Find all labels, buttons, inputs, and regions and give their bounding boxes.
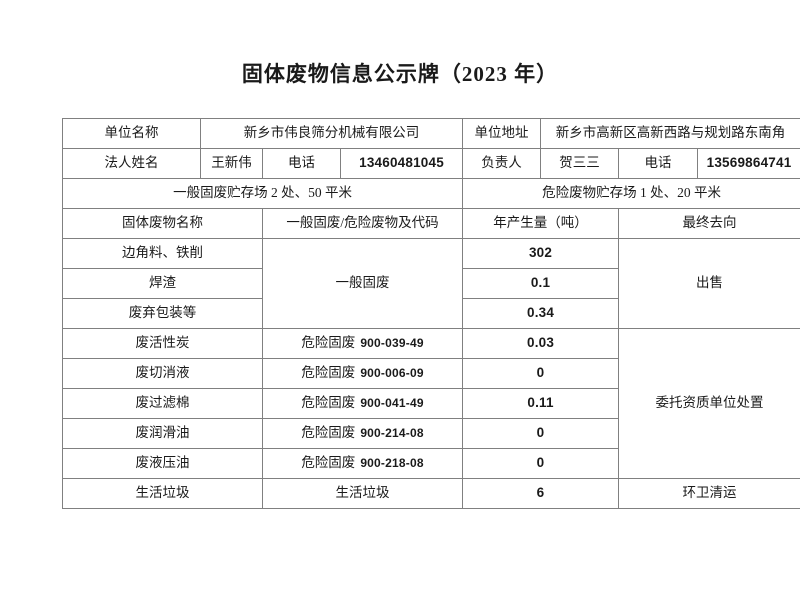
category-label: 危险固废 [301,335,356,351]
cell-category-code: 危险固废 900-218-08 [261,448,464,479]
value-legal-person: 王新伟 [200,148,263,179]
cell-destination-sale: 出售 [618,238,800,329]
cell-amount: 6 [462,478,620,509]
header-category-code: 一般固废/危险废物及代码 [261,208,464,239]
cell-amount: 0.1 [462,268,620,299]
hazard-code: 900-218-08 [360,456,424,471]
category-label: 危险固废 [301,455,356,471]
table-row: 废润滑油 危险固废 900-214-08 0 [62,418,800,449]
hazard-code: 900-041-49 [360,396,424,411]
cell-waste-name: 废过滤棉 [62,388,263,419]
value-phone-manager: 13569864741 [697,148,800,179]
table-row: 焊渣 0.1 [62,268,800,299]
header-annual-output: 年产生量（吨） [462,208,620,239]
value-phone-legal-person: 13460481045 [339,148,464,179]
value-hazardous-waste-storage: 危险废物贮存场 1 处、20 平米 [462,178,800,209]
value-manager: 贺三三 [540,148,620,179]
label-legal-person: 法人姓名 [62,148,201,179]
cell-amount: 302 [462,238,620,269]
table-row-contacts: 法人姓名 王新伟 电话 13460481045 负责人 贺三三 电话 13569… [62,148,800,179]
category-label: 危险固废 [301,365,356,381]
value-company-name: 新乡市伟良筛分机械有限公司 [199,118,464,149]
cell-category-general: 一般固废 [261,238,464,329]
value-company-address: 新乡市高新区高新西路与规划路东南角 [540,118,800,149]
cell-amount: 0.11 [462,388,620,419]
cell-destination-entrusted: 委托资质单位处置 [618,328,800,479]
cell-amount: 0 [462,418,620,449]
label-company-address: 单位地址 [462,118,542,149]
hazard-code: 900-214-08 [360,426,424,441]
cell-amount: 0 [462,448,620,479]
solid-waste-info-table: 单位名称 新乡市伟良筛分机械有限公司 单位地址 新乡市高新区高新西路与规划路东南… [61,118,800,509]
cell-waste-name: 废切消液 [62,358,263,389]
cell-category-code: 危险固废 900-006-09 [261,358,464,389]
table-row-storage: 一般固废贮存场 2 处、50 平米 危险废物贮存场 1 处、20 平米 [61,178,800,209]
table-row: 边角料、铁削 一般固废 302 出售 [62,238,800,329]
table-row: 生活垃圾 生活垃圾 6 环卫清运 [62,478,800,509]
table-row-company: 单位名称 新乡市伟良筛分机械有限公司 单位地址 新乡市高新区高新西路与规划路东南… [62,118,800,149]
cell-amount: 0 [462,358,620,389]
table-row: 废活性炭 危险固废 900-039-49 0.03 委托资质单位处置 [62,328,800,479]
table-row-column-headers: 固体废物名称 一般固废/危险废物及代码 年产生量（吨） 最终去向 [62,208,800,239]
category-label: 危险固废 [301,425,356,441]
label-phone-manager: 电话 [618,148,699,179]
label-manager: 负责人 [462,148,542,179]
category-label: 危险固废 [301,395,356,411]
value-general-waste-storage: 一般固废贮存场 2 处、50 平米 [61,178,464,209]
solid-waste-info-table-container: 单位名称 新乡市伟良筛分机械有限公司 单位地址 新乡市高新区高新西路与规划路东南… [61,118,800,509]
cell-waste-name: 废活性炭 [62,328,263,359]
hazard-code: 900-006-09 [360,366,424,381]
cell-waste-name: 废弃包装等 [62,298,263,329]
cell-category-code: 危险固废 900-039-49 [261,328,464,359]
cell-category-code: 危险固废 900-214-08 [261,418,464,449]
cell-amount: 0.34 [462,298,620,329]
cell-waste-name: 焊渣 [62,268,263,299]
header-waste-name: 固体废物名称 [62,208,263,239]
cell-destination-sanitation: 环卫清运 [618,478,800,509]
label-company-name: 单位名称 [62,118,201,149]
page-title: 固体废物信息公示牌（2023 年） [241,62,559,86]
cell-waste-name: 生活垃圾 [62,478,263,509]
header-final-destination: 最终去向 [618,208,800,239]
cell-waste-name: 废润滑油 [62,418,263,449]
hazard-code: 900-039-49 [360,336,424,351]
label-phone-legal-person: 电话 [262,148,341,179]
cell-amount: 0.03 [462,328,620,359]
cell-waste-name: 废液压油 [62,448,263,479]
table-row: 废切消液 危险固废 900-006-09 0 [62,358,800,389]
table-row: 废过滤棉 危险固废 900-041-49 0.11 [62,388,800,419]
cell-waste-name: 边角料、铁削 [62,238,263,269]
cell-category-code: 危险固废 900-041-49 [261,388,464,419]
table-row: 废弃包装等 0.34 [62,298,800,329]
cell-category-code: 生活垃圾 [261,478,464,509]
